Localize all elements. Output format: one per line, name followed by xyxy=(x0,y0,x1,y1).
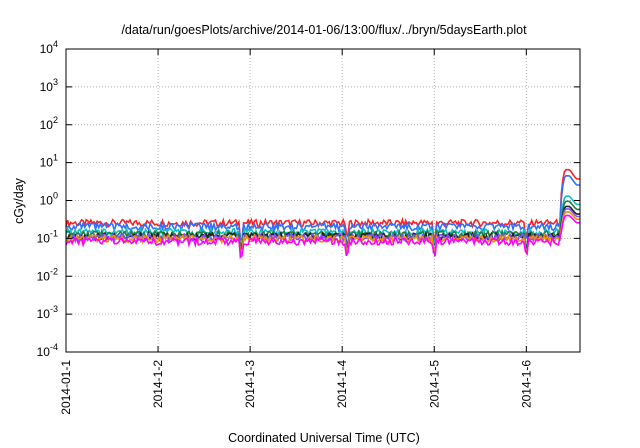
x-tick-label: 2014-1-4 xyxy=(335,360,349,408)
x-tick-label: 2014-1-5 xyxy=(427,360,441,408)
y-tick-label: 10-2 xyxy=(37,266,58,283)
series-line xyxy=(65,175,580,245)
y-tick-label: 10-4 xyxy=(37,342,58,359)
x-tick-label: 2014-1-3 xyxy=(243,360,257,408)
y-tick-label: 103 xyxy=(40,77,58,94)
series-line xyxy=(65,211,580,254)
y-tick-label: 102 xyxy=(40,115,58,132)
y-ticks: 10-4 10-3 10-2 10-1 100 101 102 103 104 xyxy=(37,39,580,359)
x-tick-label: 2014-1-2 xyxy=(151,360,165,408)
grid xyxy=(66,49,580,352)
series-line xyxy=(65,214,580,259)
y-tick-label: 10-1 xyxy=(37,228,58,245)
y-tick-label: 10-3 xyxy=(37,304,58,321)
y-tick-label: 104 xyxy=(40,39,58,56)
y-tick-label: 100 xyxy=(40,191,58,208)
x-tick-label: 2014-1-6 xyxy=(519,360,533,408)
plot-frame xyxy=(65,48,581,353)
x-ticks: 2014-01-1 2014-1-2 2014-1-3 2014-1-4 2014-1-… xyxy=(59,49,533,415)
x-axis-label: Coordinated Universal Time (UTC) xyxy=(228,431,420,445)
series-group xyxy=(65,168,580,259)
chart-title: /data/run/goesPlots/archive/2014-01-06/1… xyxy=(121,23,527,37)
y-tick-label: 101 xyxy=(40,153,58,170)
series-line xyxy=(65,168,580,241)
x-tick-label: 2014-01-1 xyxy=(59,360,73,415)
y-axis-label: cGy/day xyxy=(12,177,26,224)
